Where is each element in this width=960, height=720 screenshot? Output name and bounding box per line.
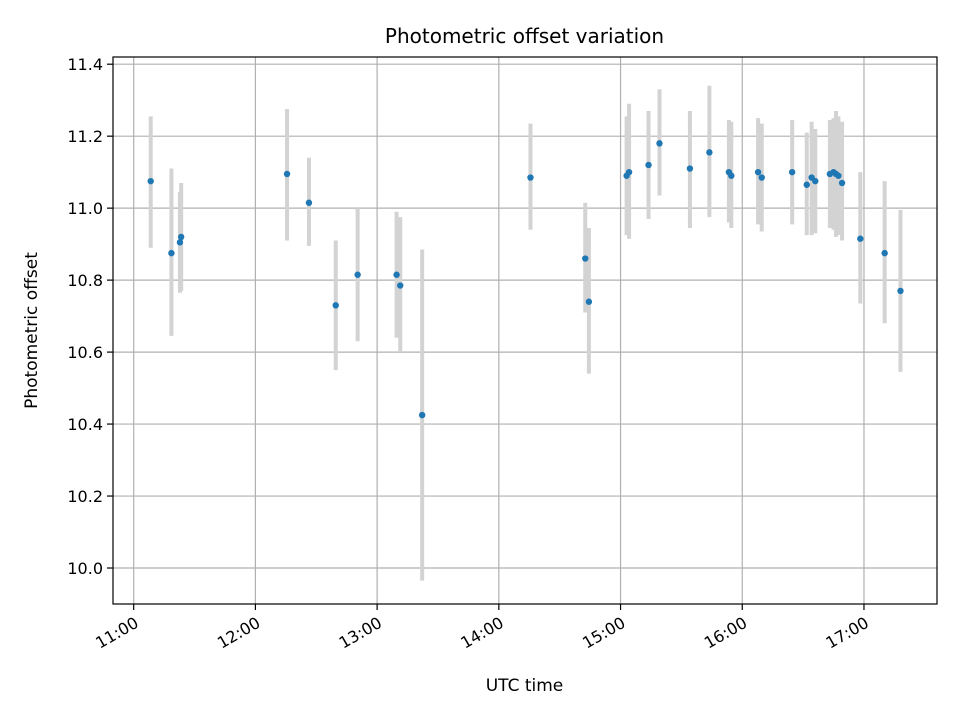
- y-tick-label: 10.4: [67, 415, 103, 434]
- grid: [113, 57, 937, 604]
- y-tick-label: 10.0: [67, 559, 103, 578]
- y-axis-label: Photometric offset: [22, 252, 42, 409]
- data-point: [838, 179, 846, 187]
- data-point: [147, 177, 154, 185]
- y-tick-label: 10.2: [67, 487, 103, 506]
- data-point: [857, 235, 864, 242]
- data-point: [305, 199, 313, 206]
- y-axis-ticks: 10.0 10.2 10.4 10.6 10.8 11.0 11.2 11.4: [67, 55, 113, 578]
- data-point: [177, 233, 185, 241]
- y-tick-label: 10.8: [67, 271, 103, 290]
- data-point: [706, 149, 713, 156]
- y-tick-label: 10.6: [67, 343, 103, 362]
- data-points: [147, 140, 904, 419]
- data-point: [754, 168, 762, 176]
- data-point: [283, 170, 291, 178]
- data-point: [176, 239, 184, 246]
- y-tick-label: 11.2: [67, 127, 103, 146]
- data-point: [803, 181, 810, 188]
- data-point: [881, 249, 888, 257]
- data-point: [835, 172, 842, 179]
- data-point: [812, 177, 819, 185]
- data-point: [897, 287, 904, 295]
- y-tick-label: 11.0: [67, 199, 103, 218]
- data-point: [397, 282, 404, 289]
- data-point: [585, 298, 593, 305]
- data-point: [788, 168, 796, 176]
- x-axis-label: UTC time: [486, 676, 564, 696]
- data-point: [645, 161, 652, 169]
- data-point: [686, 165, 694, 172]
- data-point: [656, 140, 663, 147]
- data-point: [332, 302, 339, 309]
- plot-frame: [112, 56, 938, 605]
- data-point: [354, 271, 361, 278]
- data-point: [625, 168, 633, 176]
- data-point: [758, 174, 765, 181]
- data-point: [168, 249, 175, 257]
- data-point: [527, 174, 534, 181]
- data-point: [393, 271, 400, 278]
- y-tick-label: 11.4: [67, 55, 103, 74]
- chart-title: Photometric offset variation: [385, 24, 664, 48]
- data-point: [418, 411, 426, 419]
- data-point: [582, 255, 589, 262]
- data-point: [728, 172, 735, 179]
